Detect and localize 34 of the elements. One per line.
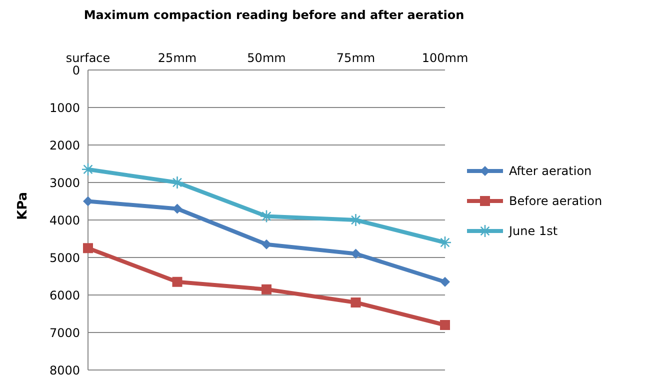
point (262, 239, 272, 250)
legend-label: June 1st (509, 224, 558, 238)
y-tick-label: 5000 (49, 250, 80, 265)
x-tick-label: surface (66, 51, 110, 65)
point (83, 243, 93, 254)
y-tick-label: 4000 (49, 213, 80, 228)
legend-label: After aeration (509, 164, 592, 178)
x-tick-label: 100mm (422, 51, 468, 65)
point (262, 284, 272, 294)
point (81, 162, 95, 176)
x-tick-label: 50mm (247, 51, 286, 65)
point (260, 210, 274, 223)
point (83, 196, 93, 206)
point (170, 176, 184, 190)
y-tick-label: 0 (72, 63, 80, 78)
point (172, 276, 182, 287)
y-tick-label: 1000 (49, 100, 80, 115)
x-tick-label: 75mm (336, 51, 376, 65)
chart-title: Maximum compaction reading before and after aeration (82, 8, 466, 24)
point (440, 320, 450, 330)
y-tick-label: 3000 (49, 176, 80, 190)
point (350, 248, 361, 259)
y-tick-label: 8000 (49, 363, 80, 377)
x-tick-label: 25mm (158, 51, 197, 65)
point (172, 204, 182, 214)
y-tick-label: 2000 (49, 138, 80, 152)
y-axis-title: KPa (16, 192, 31, 220)
legend-label: Before aeration (509, 194, 602, 208)
y-tick-label: 7000 (49, 326, 80, 340)
point (349, 213, 362, 227)
point (438, 236, 452, 250)
point (350, 298, 361, 308)
point (440, 276, 450, 287)
y-tick-label: 6000 (49, 288, 80, 302)
